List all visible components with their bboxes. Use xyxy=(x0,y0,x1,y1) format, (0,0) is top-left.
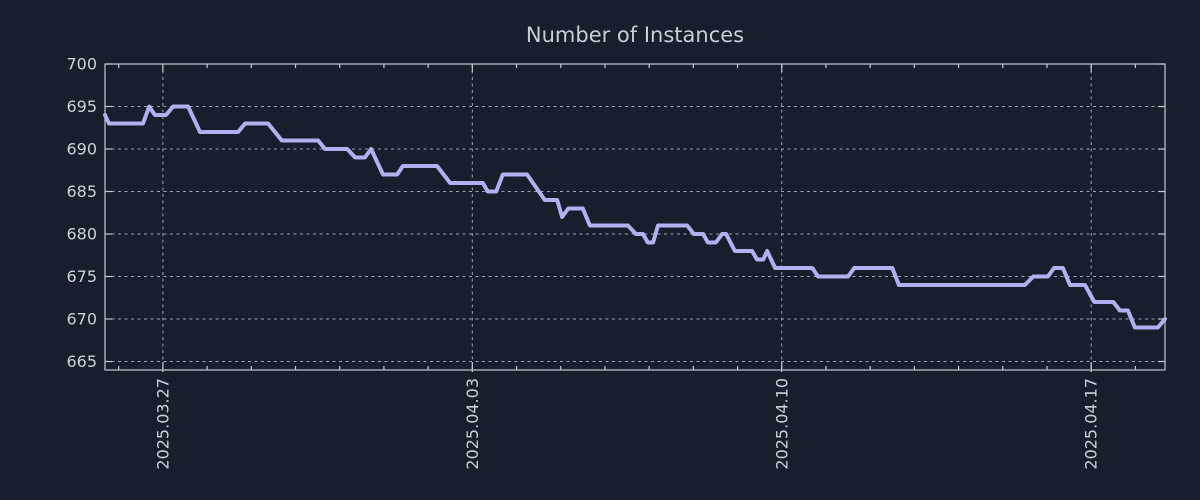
y-axis-label: 695 xyxy=(66,97,97,116)
plot-area: 665 670 675 680 685 690 695 700 2025.03.27 2025.0… xyxy=(66,55,1167,470)
y-axis-label: 675 xyxy=(66,267,97,286)
x-axis-label: 2025.04.17 xyxy=(1082,378,1101,470)
plot-border xyxy=(104,63,1166,371)
y-axis-label: 700 xyxy=(66,55,97,74)
x-axis-label: 2025.03.27 xyxy=(153,378,172,470)
chart-title: Number of Instances xyxy=(526,23,744,47)
y-axis-label: 685 xyxy=(66,182,97,201)
x-axis-label: 2025.04.03 xyxy=(463,378,482,470)
y-axis-label: 690 xyxy=(66,140,97,159)
series-line xyxy=(103,104,1167,330)
y-axis-label: 670 xyxy=(66,310,97,329)
x-axis-label: 2025.04.10 xyxy=(772,378,791,470)
y-axis-label: 665 xyxy=(66,352,97,371)
y-axis-label: 680 xyxy=(66,225,97,244)
